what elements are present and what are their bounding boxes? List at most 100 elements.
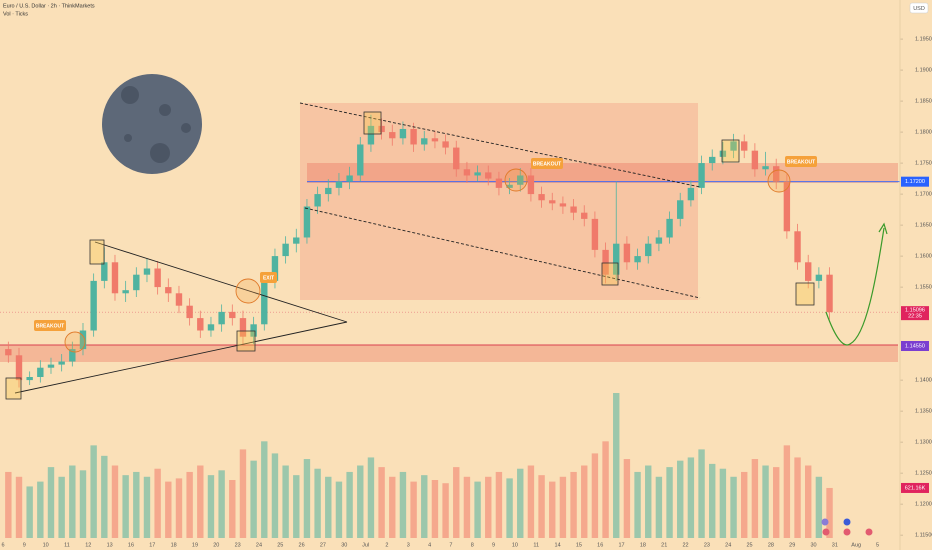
pivot-box — [89, 239, 105, 265]
volume-bar — [741, 471, 748, 538]
volume-bar — [111, 465, 119, 538]
volume-bar — [47, 467, 55, 538]
candle-body — [581, 212, 588, 219]
x-tick-label: 22 — [682, 542, 688, 548]
volume-bar — [26, 486, 33, 538]
candle-body — [826, 274, 833, 313]
volume-bar — [538, 475, 545, 538]
volume-bar — [271, 453, 279, 538]
volume-bar — [207, 475, 215, 538]
candle-body — [517, 175, 524, 185]
candle-body — [186, 305, 193, 319]
annotation-box — [260, 272, 277, 283]
x-tick-label: 19 — [192, 542, 198, 548]
volume-tag — [901, 482, 929, 493]
volume-bar — [58, 476, 65, 538]
candle-body — [207, 324, 215, 331]
candle-body — [314, 194, 321, 207]
y-tick-label: 1.13500 — [915, 409, 932, 415]
drawing-zones — [0, 74, 900, 362]
x-tick-label: 21 — [661, 542, 667, 548]
candle-body — [773, 166, 780, 182]
candle-body — [559, 203, 567, 207]
candle-body — [101, 262, 108, 281]
volume-bar — [773, 467, 780, 538]
pivot-box — [721, 139, 740, 163]
volume-bar — [602, 441, 609, 538]
x-tick-label: 31 — [832, 542, 838, 548]
x-tick-label: 29 — [789, 542, 795, 548]
pivot-box — [795, 282, 815, 306]
volume-bar — [37, 481, 44, 538]
volume-bar — [293, 475, 300, 538]
candle-body — [37, 367, 44, 378]
volume-bar — [527, 465, 535, 538]
y-tick-label: 1.19500 — [915, 37, 932, 43]
x-tick-label: 11 — [533, 542, 539, 548]
volume-bar — [154, 468, 161, 538]
level-tag — [901, 340, 929, 351]
candle-body — [783, 181, 791, 232]
candle-body — [90, 280, 97, 331]
volume-bar — [463, 476, 471, 538]
candle-body — [805, 262, 812, 281]
candle-body — [719, 150, 727, 157]
volume-bar — [634, 471, 641, 538]
candle-body — [282, 243, 289, 257]
candle-body — [751, 150, 759, 170]
currency[interactable]: USD — [913, 6, 925, 12]
annotation: BREAKOUT — [787, 159, 815, 165]
candle-body — [495, 178, 503, 188]
candle-body — [271, 256, 279, 281]
level-tag-label: 1.14550 — [905, 343, 925, 349]
x-tick-label: 30 — [810, 542, 816, 548]
x-tick-label: 8 — [471, 542, 474, 548]
volume-bar — [698, 449, 705, 538]
candle-body — [122, 290, 129, 294]
annotation: BREAKOUT — [36, 323, 64, 329]
volume-bar — [357, 465, 364, 538]
x-tick-label: 25 — [746, 542, 752, 548]
volume-bar — [591, 453, 599, 538]
candle-body — [197, 318, 204, 331]
pivot-box — [601, 262, 619, 286]
candle-body — [474, 172, 481, 176]
x-tick-label: 24 — [256, 542, 262, 548]
volume-bar — [101, 455, 108, 538]
volume-bar — [623, 459, 631, 538]
y-tick-label: 1.17500 — [915, 161, 932, 167]
y-tick-label: 1.16500 — [915, 223, 932, 229]
x-tick-label: 17 — [619, 542, 625, 548]
candle-body — [165, 287, 172, 294]
volume-bar — [495, 471, 503, 538]
volume-bar — [282, 465, 289, 538]
candles — [5, 114, 833, 538]
y-tick-label: 1.15500 — [915, 285, 932, 291]
volume-bar — [218, 470, 225, 538]
volume-bar — [613, 393, 620, 538]
x-tick-label: 16 — [597, 542, 603, 548]
x-tick-label: 9 — [23, 542, 26, 548]
y-tick-label: 1.14000 — [915, 378, 932, 384]
breakout-circle — [64, 331, 86, 353]
volume-bar — [485, 476, 492, 538]
event-icon — [821, 518, 829, 526]
volume-bar — [69, 465, 76, 538]
volume-bar — [79, 470, 87, 538]
x-tick-label: 14 — [555, 542, 561, 548]
volume-bar — [655, 476, 663, 538]
candle-body — [815, 274, 823, 281]
y-tick-label: 1.17000 — [915, 192, 932, 198]
volume-bar — [250, 460, 257, 538]
axis-group: 1.19500 1.19000 1.18500 1.18000 1.17500 1.170… — [1, 37, 932, 549]
x-tick-label: 28 — [768, 542, 774, 548]
candle-body — [570, 206, 577, 213]
drawings: BREAKOUT EXIT BREAKOUT BREAKOUT — [5, 102, 888, 536]
y-tick-label: 1.18000 — [915, 130, 932, 136]
currency-box[interactable] — [909, 2, 929, 14]
candle-body — [410, 128, 417, 145]
candle-body — [399, 128, 407, 139]
